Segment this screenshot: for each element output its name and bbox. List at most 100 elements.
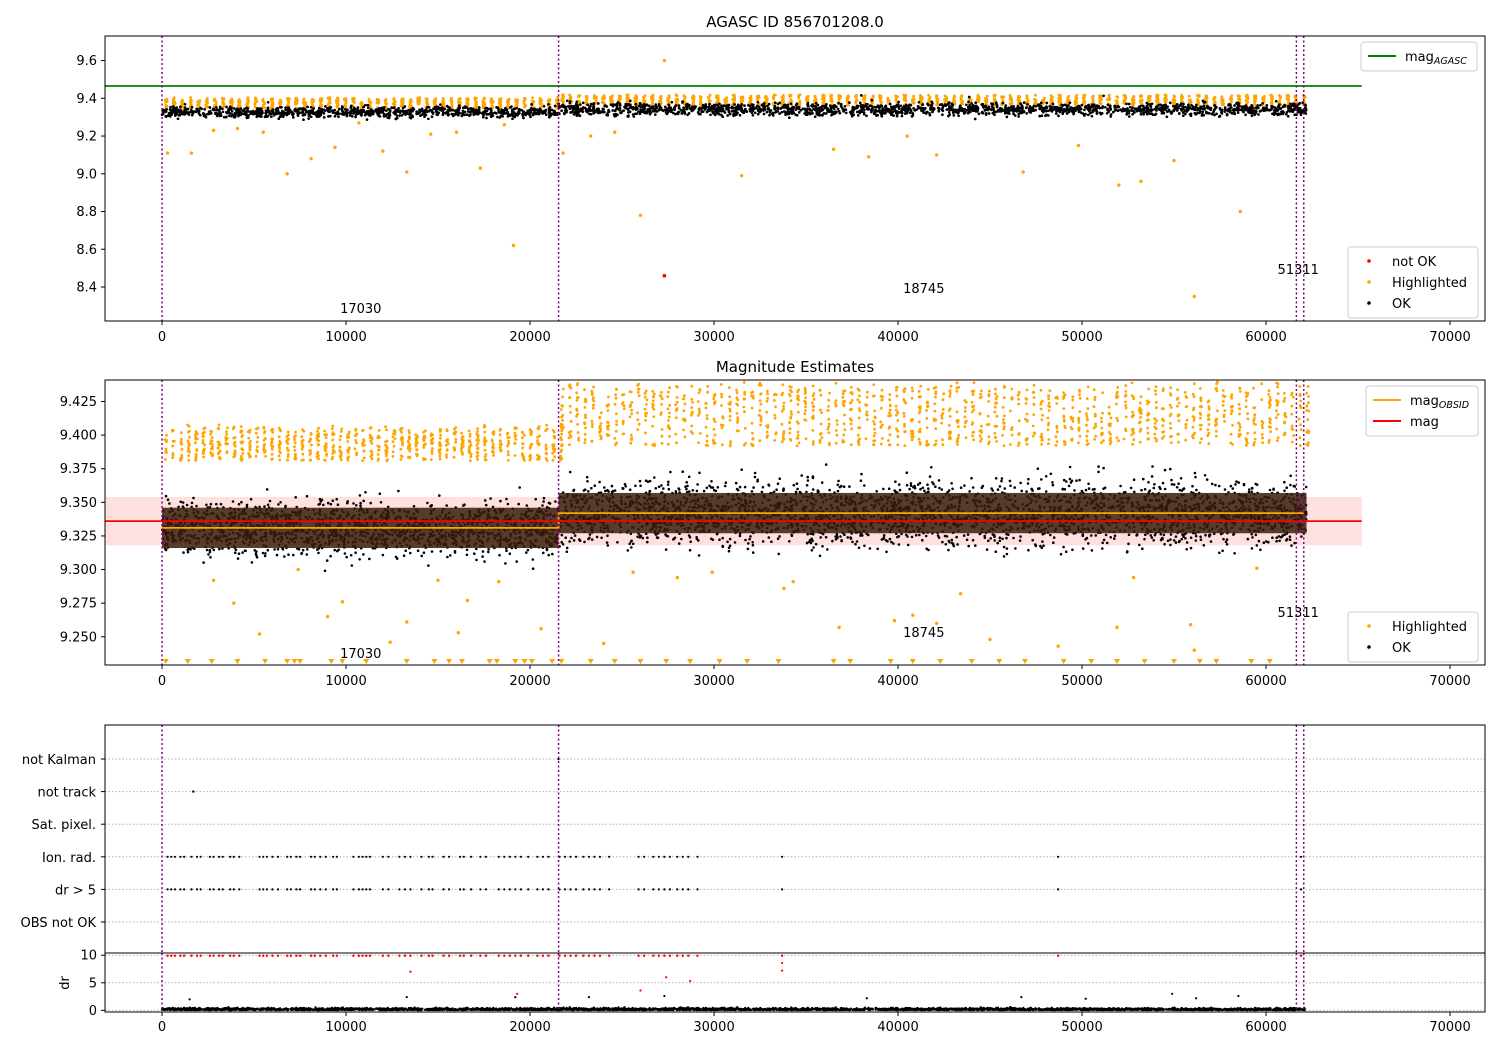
obsid-label: 18745 (903, 282, 944, 297)
highlighted-stripe-point (562, 100, 565, 103)
highlighted-stripe-point (218, 424, 221, 427)
ok-point (819, 110, 822, 113)
ok-point (462, 110, 465, 113)
ok-point (932, 108, 935, 111)
highlighted-stripe-point (894, 95, 897, 98)
ok-point (402, 107, 405, 110)
ok-point (474, 110, 477, 113)
ok-point (982, 105, 985, 108)
ok-point (1251, 114, 1254, 117)
ok-point (635, 112, 638, 115)
highlighted-stripe-point (189, 103, 192, 106)
highlighted-stripe-point (241, 452, 244, 455)
ok-point (268, 112, 271, 115)
ok-point (821, 105, 824, 108)
ok-point (1045, 107, 1048, 110)
highlighted-stripe-point (223, 105, 226, 108)
highlighted-stripe-point (1131, 103, 1134, 106)
ok-point (185, 111, 188, 114)
ok-point (511, 117, 514, 120)
ok-point (453, 113, 456, 116)
ok-point (654, 113, 657, 116)
highlighted-stripe-point (328, 96, 331, 99)
highlighted-stripe-point (531, 96, 534, 99)
ok-point (256, 107, 259, 110)
ok-point (757, 108, 760, 111)
highlighted-stripe-point (294, 97, 297, 100)
ok-point (1149, 105, 1152, 108)
ok-point (225, 111, 228, 114)
ok-point (532, 114, 535, 117)
highlighted-stripe-point (709, 94, 712, 97)
highlighted-stripe-point (1106, 98, 1109, 101)
highlighted-stripe-point (491, 104, 494, 107)
ok-point (469, 107, 472, 110)
ok-point (807, 112, 810, 115)
ok-point (686, 108, 689, 111)
ok-point (668, 107, 671, 110)
ok-point (634, 103, 637, 106)
ok-point (1125, 113, 1128, 116)
ok-point (393, 106, 396, 109)
ok-point (985, 112, 988, 115)
ok-point (1231, 112, 1234, 115)
highlighted-stripe-point (756, 95, 759, 98)
ok-point (1237, 111, 1240, 114)
ok-point (681, 109, 684, 112)
highlighted-stripe-point (232, 427, 235, 430)
ok-point (720, 107, 723, 110)
highlighted-stripe-point (482, 105, 485, 108)
ok-point (873, 111, 876, 114)
ok-point (629, 100, 632, 103)
highlighted-stripe-point (475, 104, 478, 107)
ok-point (496, 106, 499, 109)
ok-point (879, 111, 882, 114)
ok-point (1136, 110, 1139, 113)
highlighted-stripe-point (625, 96, 628, 99)
highlighted-point (906, 134, 909, 137)
ok-point (1219, 115, 1222, 118)
ok-point (1112, 111, 1115, 114)
ok-point (960, 107, 963, 110)
highlighted-stripe-point (781, 99, 784, 102)
ok-point (942, 109, 945, 112)
ok-point (216, 115, 219, 118)
ok-point (684, 112, 687, 115)
legend-dot (1367, 259, 1371, 263)
ok-point (830, 110, 833, 113)
highlighted-stripe-point (960, 102, 963, 105)
highlighted-stripe-point (1239, 98, 1242, 101)
ok-point (1139, 109, 1142, 112)
highlighted-stripe-point (531, 100, 534, 103)
ok-point (244, 113, 247, 116)
ok-point (780, 111, 783, 114)
ok-point (925, 112, 928, 115)
ok-point (415, 110, 418, 113)
highlighted-point (1117, 183, 1120, 186)
ok-point (1025, 112, 1028, 115)
highlighted-stripe-point (993, 98, 996, 101)
highlighted-stripe-point (369, 101, 372, 104)
highlighted-stripe-point (401, 98, 404, 101)
highlighted-stripe-point (254, 106, 257, 109)
ok-point (629, 110, 632, 113)
highlighted-point (309, 157, 312, 160)
highlighted-stripe-point (611, 99, 614, 102)
ok-point (1142, 112, 1145, 115)
ok-point (1192, 106, 1195, 109)
highlighted-stripe-point (984, 97, 987, 100)
ok-point (199, 107, 202, 110)
ok-point (995, 101, 998, 104)
ok-point (703, 106, 706, 109)
ok-point (647, 111, 650, 114)
ok-point (1292, 110, 1295, 113)
ok-point (237, 115, 240, 118)
ok-point (941, 107, 944, 110)
ok-point (669, 110, 672, 113)
highlighted-stripe-point (568, 94, 571, 97)
highlighted-stripe-point (442, 97, 445, 100)
ok-point (198, 110, 201, 113)
ok-point (800, 109, 803, 112)
ok-point (913, 109, 916, 112)
ok-point (870, 105, 873, 108)
